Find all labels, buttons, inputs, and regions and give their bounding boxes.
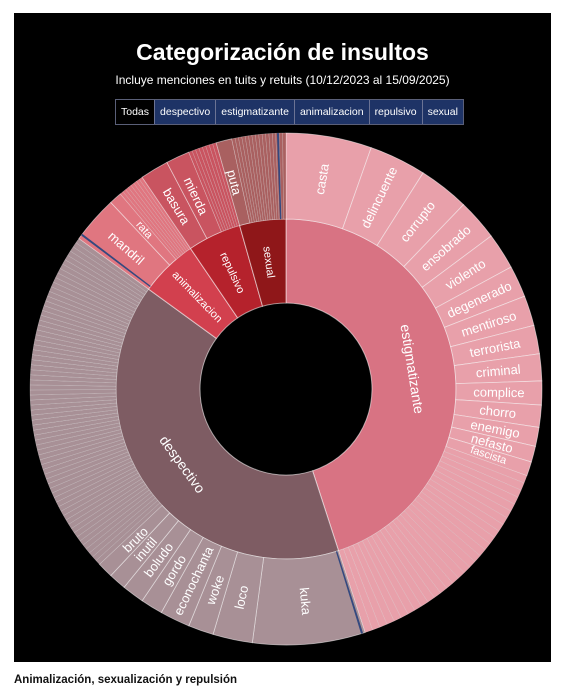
term-label-loco: loco xyxy=(232,584,252,610)
minor-term-arc[interactable] xyxy=(282,132,287,220)
figure-caption: Animalización, sexualización y repulsión xyxy=(14,674,238,686)
chart-title: Categorización de insultos xyxy=(136,39,429,65)
chart-frame: Categorización de insultos Incluye menci… xyxy=(14,13,551,662)
filter-todas-button[interactable]: Todas xyxy=(116,100,155,124)
filter-animalizacion-button[interactable]: animalizacion xyxy=(293,100,369,124)
category-label-sexual: sexual xyxy=(260,246,276,279)
filter-sexual-button[interactable]: sexual xyxy=(421,100,463,124)
chart-subtitle: Incluye menciones en tuits y retuits (10… xyxy=(115,73,450,87)
filter-despectivo-button[interactable]: despectivo xyxy=(154,100,216,124)
boundary-accent-arc[interactable] xyxy=(335,551,364,634)
term-label-chorro: chorro xyxy=(479,402,517,421)
category-filter-bar: Todas despectivo estigmatizante animaliz… xyxy=(115,99,464,125)
boundary-accent-arc[interactable] xyxy=(81,233,151,288)
filter-repulsivo-button[interactable]: repulsivo xyxy=(368,100,422,124)
term-label-kuka: kuka xyxy=(297,587,315,616)
sunburst-chart: casta delincuentecorruptoensobradoviolent… xyxy=(29,132,543,646)
boundary-accent-arc[interactable] xyxy=(276,133,282,220)
term-label-complice: complice xyxy=(473,384,525,400)
filter-estigmatizante-button[interactable]: estigmatizante xyxy=(215,100,294,124)
term-label-criminal: criminal xyxy=(475,362,521,381)
term-label-casta: casta xyxy=(312,162,332,196)
